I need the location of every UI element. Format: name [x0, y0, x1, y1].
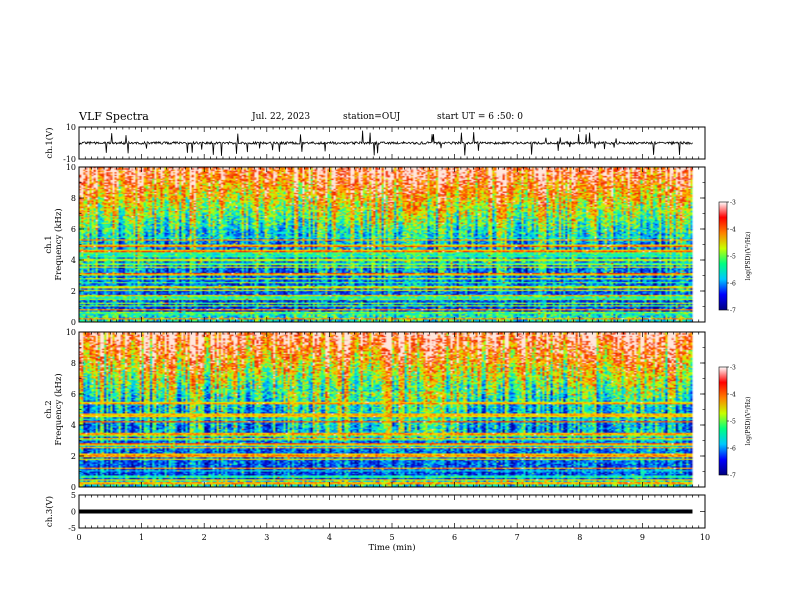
- y-tick-label: -5: [68, 524, 76, 533]
- x-tick-label: 8: [577, 533, 582, 542]
- y-tick-label: 2: [71, 452, 76, 461]
- y-tick-label: 5: [71, 491, 76, 500]
- colorbar-tick-label: -4: [730, 392, 736, 399]
- colorbar-tick-label: -5: [730, 254, 736, 261]
- colorbar-tick-label: -6: [730, 446, 736, 453]
- y-tick-label: 0: [71, 508, 76, 517]
- ch3-voltage-axis-label: ch.3(V): [44, 496, 55, 527]
- y-tick-label: 10: [66, 123, 76, 132]
- x-tick-label: 1: [139, 533, 144, 542]
- x-tick-label: 3: [264, 533, 269, 542]
- y-tick-label: 10: [66, 163, 76, 172]
- colorbar-tick-label: -7: [730, 308, 736, 315]
- y-tick-label: 10: [66, 328, 76, 337]
- colorbar-1: [719, 202, 727, 310]
- ch1-frequency-axis-label-units: Frequency (kHz): [53, 208, 64, 280]
- ch1-waveform-trace: [79, 131, 693, 156]
- y-tick-label: 8: [71, 194, 76, 203]
- y-tick-label: 2: [71, 287, 76, 296]
- ch1-voltage-axis-label: ch.1(V): [44, 127, 55, 158]
- ch2-frequency-axis-label-units: Frequency (kHz): [53, 373, 64, 445]
- y-tick-label: 6: [71, 390, 76, 399]
- x-tick-label: 6: [452, 533, 457, 542]
- colorbar-label: log(PSD)(V²/Hz): [745, 232, 752, 281]
- x-tick-label: 0: [76, 533, 81, 542]
- colorbar-tick-label: -3: [730, 365, 736, 372]
- colorbar-tick-label: -5: [730, 419, 736, 426]
- colorbar-tick-label: -4: [730, 227, 736, 234]
- x-tick-label: 9: [640, 533, 645, 542]
- colorbar-tick-label: -3: [730, 200, 736, 207]
- colorbar-tick-label: -6: [730, 281, 736, 288]
- ch1-frequency-axis-label: ch.1: [44, 235, 54, 253]
- y-tick-label: 4: [71, 421, 76, 430]
- colorbar-tick-label: -7: [730, 473, 736, 480]
- ch1-spectrogram-image: [79, 167, 705, 322]
- x-tick-label: 10: [700, 533, 710, 542]
- ch2-frequency-axis-label: ch.2: [44, 400, 54, 418]
- x-axis-label: Time (min): [368, 542, 415, 553]
- y-tick-label: 6: [71, 225, 76, 234]
- colorbar-label: log(PSD)(V²/Hz): [745, 397, 752, 446]
- x-tick-label: 7: [515, 533, 520, 542]
- ch2-spectrogram-image: [79, 332, 705, 487]
- y-tick-label: 4: [71, 256, 76, 265]
- y-tick-label: 0: [71, 318, 76, 327]
- x-tick-label: 2: [202, 533, 207, 542]
- x-tick-label: 4: [327, 533, 332, 542]
- x-tick-label: 5: [389, 533, 394, 542]
- y-tick-label: 8: [71, 359, 76, 368]
- colorbar-2: [719, 367, 727, 475]
